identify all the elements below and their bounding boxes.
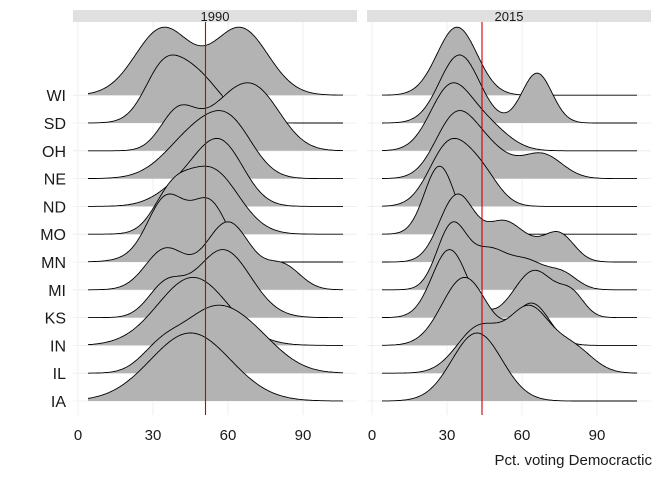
density-ridge-outline — [88, 276, 343, 346]
density-ridge-fill — [382, 277, 637, 346]
y-tick-label: MN — [41, 255, 66, 272]
density-ridge-outline — [381, 249, 637, 319]
density-ridges — [87, 26, 638, 402]
y-tick-label: ND — [43, 199, 66, 216]
x-tick-label: 30 — [439, 427, 456, 444]
density-ridge-outline — [88, 165, 343, 235]
density-ridge-outline — [87, 332, 344, 402]
density-ridge-outline — [381, 137, 637, 207]
facet-strip — [367, 10, 651, 22]
density-ridge-fill — [88, 194, 343, 262]
density-ridge-outline — [88, 221, 343, 291]
density-ridge-fill — [382, 333, 637, 401]
density-ridge-outline — [88, 304, 343, 374]
density-ridge-outline — [88, 249, 343, 319]
x-axis-title: Pct. voting Democractic — [494, 452, 652, 469]
y-tick-label: KS — [45, 311, 66, 328]
y-tick-label: MI — [48, 283, 66, 300]
y-tick-label: MO — [40, 227, 66, 244]
x-tick-label: 60 — [220, 427, 237, 444]
density-ridge-outline — [88, 110, 343, 180]
facet-strip-label: 1990 — [201, 9, 230, 24]
y-tick-label: NE — [44, 172, 66, 189]
density-ridge-outline — [382, 26, 637, 96]
density-ridge-fill — [88, 55, 343, 123]
facet-strips: 1990 2015 — [73, 9, 651, 24]
x-tick-label: 30 — [145, 427, 162, 444]
density-ridge-fill — [88, 333, 343, 401]
y-tick-label: IN — [50, 338, 66, 355]
density-ridge-outline — [381, 332, 637, 402]
facet-strip — [73, 10, 357, 22]
density-ridge-outline — [88, 82, 343, 152]
density-ridge-outline — [88, 54, 343, 124]
y-tick-label: WI — [46, 88, 66, 105]
reference-lines — [204, 22, 483, 415]
density-ridge-fill — [88, 305, 343, 374]
y-tick-label: SD — [44, 116, 66, 133]
x-tick-label: 0 — [74, 427, 82, 444]
y-tick-label: IA — [51, 394, 66, 411]
density-ridge-outline — [88, 137, 343, 207]
density-ridge-outline — [382, 82, 637, 152]
x-tick-label: 60 — [514, 427, 531, 444]
density-ridge-outline — [382, 110, 637, 180]
x-tick-label: 0 — [368, 427, 376, 444]
y-tick-label: OH — [42, 144, 66, 161]
x-tick-label: 90 — [589, 427, 606, 444]
density-ridge-fill — [88, 249, 343, 318]
y-tick-label: IL — [53, 366, 66, 383]
density-ridge-outline — [382, 304, 638, 374]
density-ridge-outline — [382, 54, 637, 124]
x-tick-label: 90 — [295, 427, 312, 444]
density-ridge-outline — [87, 26, 343, 96]
density-ridge-outline — [88, 193, 343, 263]
density-ridge-outline — [382, 193, 637, 263]
density-ridge-fill — [382, 305, 637, 374]
density-ridge-fill — [382, 27, 637, 96]
density-ridge-fill — [88, 27, 343, 96]
facet-strip-label: 2015 — [495, 9, 524, 24]
axis-labels: IA IL IN KS MI MN MO ND NE OH SD WI 0 30 60 90 0 30 60 90 — [40, 88, 605, 444]
density-ridge-outline — [382, 221, 637, 291]
